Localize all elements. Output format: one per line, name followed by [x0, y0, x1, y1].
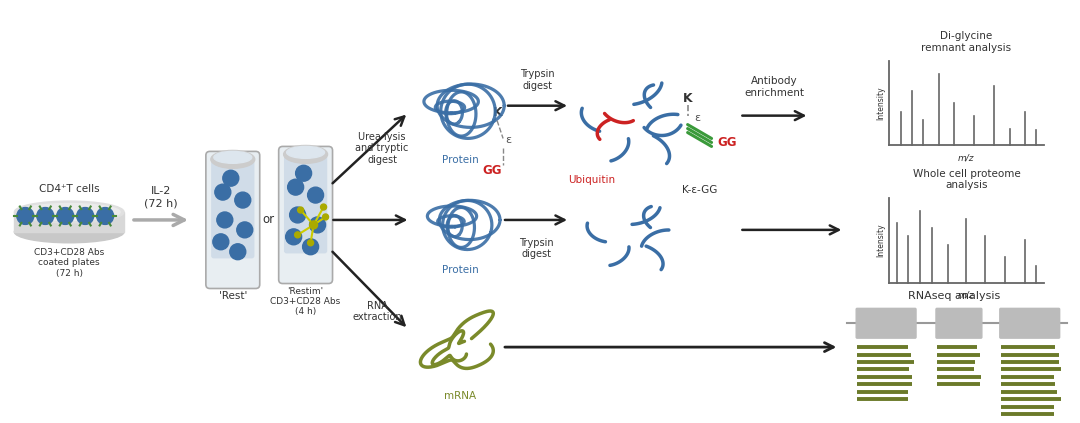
- Text: Di-glycine
remnant analysis: Di-glycine remnant analysis: [921, 31, 1012, 53]
- Text: Protein: Protein: [442, 265, 478, 275]
- Ellipse shape: [214, 151, 252, 163]
- Text: Ubiquitin: Ubiquitin: [568, 175, 616, 185]
- Bar: [14, 212, 124, 232]
- Text: Urea lysis
and tryptic
digest: Urea lysis and tryptic digest: [355, 132, 409, 165]
- Text: K: K: [683, 92, 692, 105]
- Ellipse shape: [222, 170, 239, 186]
- FancyBboxPatch shape: [856, 308, 916, 338]
- Ellipse shape: [211, 151, 255, 168]
- Ellipse shape: [57, 208, 73, 225]
- Text: Whole cell proteome
analysis: Whole cell proteome analysis: [913, 168, 1021, 190]
- Ellipse shape: [14, 201, 124, 223]
- Text: ε: ε: [694, 113, 701, 123]
- Text: RNA
extraction: RNA extraction: [352, 300, 402, 322]
- Ellipse shape: [296, 165, 312, 181]
- Ellipse shape: [213, 234, 229, 250]
- FancyBboxPatch shape: [1000, 308, 1059, 338]
- Ellipse shape: [308, 240, 313, 246]
- Ellipse shape: [302, 239, 319, 255]
- Text: IL-2
(72 h): IL-2 (72 h): [144, 187, 178, 208]
- Ellipse shape: [310, 221, 318, 229]
- Ellipse shape: [286, 146, 325, 158]
- Ellipse shape: [289, 207, 306, 223]
- FancyBboxPatch shape: [285, 157, 326, 253]
- Text: ε: ε: [505, 135, 511, 146]
- Ellipse shape: [215, 184, 231, 200]
- Text: GG: GG: [717, 136, 737, 149]
- Text: GG: GG: [483, 164, 502, 177]
- Text: 'Restim'
CD3+CD28 Abs
(4 h): 'Restim' CD3+CD28 Abs (4 h): [270, 286, 340, 316]
- Text: K: K: [494, 106, 503, 119]
- Ellipse shape: [217, 212, 233, 228]
- Ellipse shape: [237, 222, 253, 238]
- Ellipse shape: [77, 208, 94, 225]
- Ellipse shape: [310, 217, 325, 233]
- Ellipse shape: [284, 146, 327, 163]
- Ellipse shape: [285, 229, 301, 245]
- Text: Trypsin
digest: Trypsin digest: [518, 238, 553, 259]
- Ellipse shape: [287, 179, 303, 195]
- Text: Trypsin
digest: Trypsin digest: [519, 69, 554, 91]
- Ellipse shape: [37, 208, 54, 225]
- Text: CD3+CD28 Abs
coated plates
(72 h): CD3+CD28 Abs coated plates (72 h): [35, 248, 105, 277]
- Text: Intensity: Intensity: [876, 223, 886, 257]
- Text: or: or: [262, 214, 274, 226]
- Ellipse shape: [96, 208, 113, 225]
- Ellipse shape: [298, 207, 303, 213]
- Ellipse shape: [14, 221, 124, 243]
- Ellipse shape: [230, 244, 246, 260]
- Text: K-ε-GG: K-ε-GG: [681, 185, 717, 195]
- Text: Antibody
enrichment: Antibody enrichment: [744, 76, 805, 98]
- Text: m/z: m/z: [958, 291, 974, 299]
- Ellipse shape: [321, 204, 326, 210]
- FancyBboxPatch shape: [936, 308, 982, 338]
- Ellipse shape: [18, 203, 120, 220]
- Text: m/z: m/z: [958, 154, 974, 162]
- Text: Protein: Protein: [442, 155, 478, 165]
- FancyBboxPatch shape: [279, 146, 333, 283]
- Ellipse shape: [295, 232, 300, 238]
- FancyBboxPatch shape: [212, 161, 254, 258]
- Text: RNAseq analysis: RNAseq analysis: [908, 291, 1000, 302]
- Ellipse shape: [323, 214, 328, 220]
- Text: 'Rest': 'Rest': [218, 291, 247, 302]
- Ellipse shape: [308, 187, 324, 203]
- Text: Intensity: Intensity: [876, 86, 886, 120]
- FancyBboxPatch shape: [206, 151, 259, 288]
- Text: mRNA: mRNA: [444, 391, 476, 401]
- Ellipse shape: [234, 192, 251, 208]
- Text: CD4⁺T cells: CD4⁺T cells: [39, 184, 99, 194]
- Ellipse shape: [17, 208, 33, 225]
